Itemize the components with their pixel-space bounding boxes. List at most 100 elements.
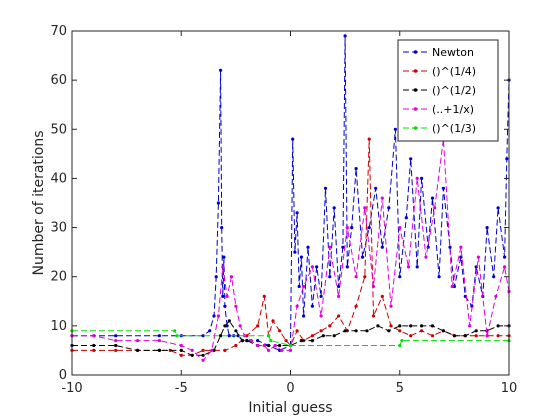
data-point: [424, 255, 428, 259]
data-point: [492, 275, 496, 279]
data-point: [332, 334, 336, 338]
data-point: [302, 284, 306, 289]
legend-item: (..+1/x): [403, 103, 474, 116]
data-point: [337, 284, 341, 289]
data-point: [179, 353, 183, 357]
data-point: [328, 275, 332, 279]
data-point: [114, 348, 118, 352]
data-point: [361, 255, 365, 259]
legend-label: Newton: [432, 46, 474, 59]
data-point: [225, 324, 229, 328]
data-point: [299, 339, 303, 343]
data-point: [216, 201, 220, 205]
data-point: [430, 324, 435, 328]
legend-label: ()^(1/4): [432, 65, 476, 78]
data-point: [262, 343, 266, 348]
data-point: [406, 265, 411, 269]
data-point: [433, 206, 437, 210]
data-point: [229, 275, 234, 279]
legend-label: ()^(1/2): [432, 84, 476, 97]
data-point: [210, 348, 214, 352]
data-point: [157, 334, 161, 338]
data-point: [212, 314, 216, 318]
data-point: [302, 314, 306, 318]
data-point: [267, 343, 271, 348]
data-point: [389, 304, 393, 308]
data-point: [249, 339, 253, 343]
data-point: [354, 329, 358, 333]
data-point: [168, 348, 172, 352]
data-point: [494, 294, 498, 298]
data-point: [374, 186, 378, 190]
data-point: [398, 275, 402, 279]
data-point: [400, 339, 404, 343]
data-point: [398, 226, 402, 230]
data-point: [295, 211, 299, 215]
data-point: [337, 294, 341, 298]
data-point: [380, 196, 384, 200]
data-point: [420, 176, 424, 180]
data-point: [505, 157, 509, 161]
data-point: [496, 206, 500, 210]
data-point: [225, 294, 229, 298]
data-point: [409, 157, 413, 161]
data-point: [299, 255, 303, 259]
series-line-4: [72, 330, 509, 346]
legend-marker: [413, 88, 418, 92]
data-point: [214, 275, 218, 279]
data-point: [337, 314, 341, 318]
data-point: [201, 353, 205, 357]
data-point: [223, 304, 227, 308]
data-point: [234, 329, 238, 333]
data-point: [387, 206, 391, 210]
data-point: [409, 334, 413, 338]
data-point: [450, 284, 454, 289]
data-point: [221, 294, 225, 298]
data-point: [278, 343, 282, 348]
data-point: [179, 343, 183, 348]
data-point: [219, 334, 223, 338]
data-point: [496, 334, 500, 338]
data-point: [92, 348, 96, 352]
data-point: [319, 314, 323, 318]
data-point: [201, 334, 205, 338]
data-point: [114, 334, 118, 338]
data-point: [273, 343, 277, 348]
series-3: [70, 137, 511, 362]
data-point: [389, 324, 393, 328]
data-point: [420, 329, 424, 333]
data-point: [474, 329, 478, 333]
data-point: [503, 255, 507, 259]
data-point: [179, 348, 183, 352]
data-point: [415, 176, 419, 180]
data-point: [227, 319, 231, 323]
data-point: [323, 186, 328, 190]
y-axis-label: Number of iterations: [31, 130, 47, 275]
data-point: [295, 304, 299, 308]
data-point: [350, 226, 354, 230]
data-point: [201, 358, 205, 362]
y-tick-label: 70: [50, 24, 67, 39]
data-point: [136, 339, 140, 343]
series-line-0: [72, 35, 510, 351]
x-axis-label: Initial guess: [248, 400, 332, 416]
data-point: [157, 339, 161, 343]
data-point: [345, 265, 349, 269]
data-point: [280, 348, 284, 352]
data-point: [380, 245, 384, 249]
data-point: [354, 167, 358, 171]
data-point: [430, 334, 435, 338]
data-point: [398, 324, 402, 328]
data-point: [262, 294, 266, 298]
y-tick-label: 50: [50, 122, 67, 137]
data-point: [208, 329, 212, 333]
data-point: [468, 324, 472, 328]
x-tick-label: -5: [175, 381, 188, 396]
data-point: [212, 348, 216, 352]
data-point: [319, 294, 323, 298]
data-point: [256, 324, 260, 328]
data-point: [227, 334, 231, 338]
data-point: [92, 343, 96, 348]
data-point: [222, 255, 226, 259]
data-point: [371, 314, 376, 318]
